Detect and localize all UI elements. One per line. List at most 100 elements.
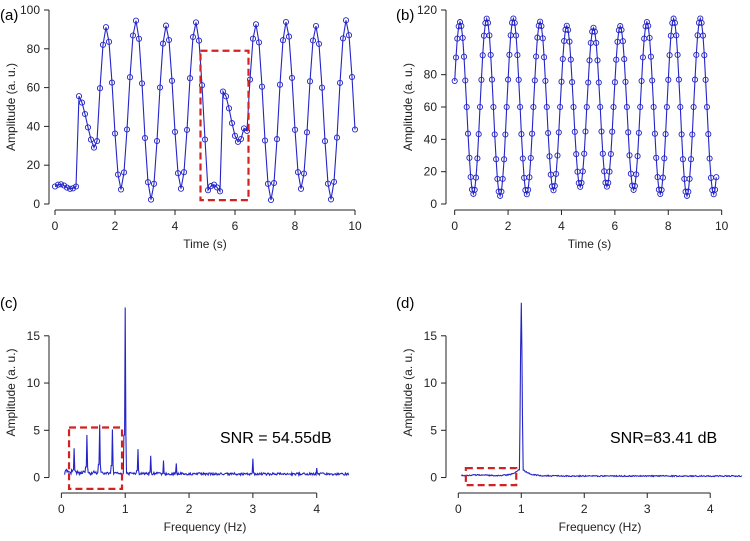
data-point (297, 185, 305, 192)
data-point (222, 93, 230, 100)
data-point (679, 156, 686, 163)
data-point (464, 130, 472, 137)
data-point (646, 34, 653, 41)
data-point (321, 138, 329, 145)
data-point (96, 85, 104, 92)
data-point (702, 76, 709, 83)
data-point (538, 23, 545, 30)
x-tick-label: 2 (581, 502, 588, 516)
y-axis-title: Amplitude (a. u.) (401, 348, 415, 436)
data-point (663, 103, 670, 111)
data-point (591, 28, 598, 35)
x-tick-label: 0 (451, 219, 458, 233)
data-point (523, 191, 530, 198)
data-point (617, 23, 624, 30)
data-point (261, 137, 269, 144)
data-point (643, 18, 650, 26)
panel-label: (a) (0, 7, 18, 24)
data-point (562, 26, 569, 33)
panel-label: (c) (0, 295, 18, 312)
data-point (590, 24, 597, 31)
data-point (452, 54, 460, 61)
data-point (291, 126, 299, 133)
data-point (621, 56, 628, 63)
data-point (651, 130, 658, 137)
data-point (460, 53, 468, 60)
data-point (699, 32, 707, 39)
data-point (482, 20, 489, 27)
data-point (629, 182, 636, 189)
data-point (141, 134, 149, 142)
x-tick-label: 4 (313, 502, 320, 516)
data-point (342, 17, 350, 24)
data-point (678, 131, 685, 138)
data-point (689, 131, 696, 138)
y-tick-label: 15 (27, 329, 41, 343)
data-point (531, 77, 538, 84)
data-point (87, 136, 95, 143)
data-point (615, 27, 622, 34)
data-point (486, 32, 493, 39)
data-point (670, 15, 677, 22)
data-point (123, 126, 131, 133)
data-point (695, 19, 703, 26)
data-point (114, 171, 122, 178)
data-point (306, 78, 314, 85)
data-point (509, 19, 516, 26)
data-point (273, 136, 281, 143)
y-tick-label: 60 (27, 81, 41, 95)
chart-panel-c: (c) 0 1 2 3 4 0 5 10 15 Frequency (Hz) Amplitude (a… (0, 295, 350, 534)
data-point (665, 76, 672, 83)
data-point (84, 124, 92, 131)
x-axis-title: Frequency (Hz) (164, 520, 247, 534)
data-point (168, 77, 176, 84)
y-tick-label: 5 (430, 423, 437, 437)
data-point (267, 196, 275, 204)
data-point (593, 39, 600, 46)
data-point (228, 120, 236, 127)
data-point (476, 103, 484, 111)
data-point (303, 129, 311, 136)
series-line (454, 16, 717, 198)
x-tick-label: 6 (612, 219, 619, 233)
data-point (288, 74, 296, 81)
data-point (638, 77, 645, 85)
data-point (687, 156, 695, 163)
data-point (57, 181, 65, 188)
data-point (619, 38, 626, 45)
data-point (703, 103, 711, 111)
data-point (162, 22, 170, 29)
data-point (567, 56, 574, 63)
y-tick-label: 60 (424, 100, 438, 114)
data-point (554, 152, 561, 159)
data-point (557, 103, 564, 111)
data-point (579, 168, 586, 175)
series-line (460, 302, 743, 478)
data-point (674, 51, 681, 58)
data-point (585, 79, 592, 86)
x-tick-label: 2 (112, 219, 119, 233)
data-point (606, 168, 613, 175)
data-point (330, 178, 338, 185)
y-tick-label: 5 (33, 423, 40, 437)
data-point (543, 103, 550, 111)
x-axis-title: Time (s) (183, 237, 227, 251)
data-point (686, 175, 693, 182)
data-point (563, 22, 570, 29)
data-point (138, 80, 146, 87)
snr-annotation: SNR = 54.55dB (220, 430, 332, 447)
data-point (475, 131, 482, 138)
data-point (690, 103, 697, 111)
data-point (333, 134, 341, 141)
data-point (603, 183, 610, 190)
data-point (159, 40, 167, 47)
chart-panel-b: (b) 0 2 4 6 8 10 0 20 40 60 80 120 Time (s) Amplitude … (396, 3, 729, 251)
x-tick-label: 3 (250, 502, 257, 516)
data-point (129, 32, 137, 39)
data-point (647, 53, 654, 60)
data-point (105, 38, 113, 45)
x-tick-label: 3 (644, 502, 651, 516)
data-point (661, 155, 668, 162)
data-point (72, 183, 80, 190)
